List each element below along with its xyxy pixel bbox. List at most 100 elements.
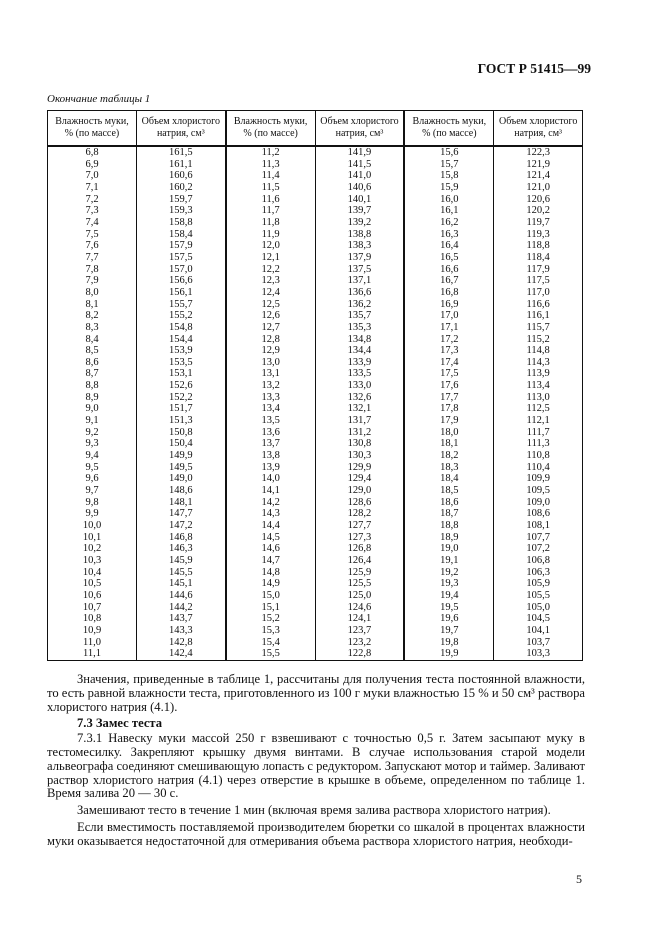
volume-cell: 161,5 — [135, 146, 227, 159]
volume-cell: 154,4 — [135, 333, 227, 346]
moisture-cell: 11,7 — [224, 205, 316, 217]
moisture-cell: 7,3 — [47, 205, 137, 217]
volume-cell: 105,5 — [493, 589, 583, 602]
table-row: 9,6 149,0 14,0 129,4 18,4 109,9 — [47, 473, 583, 486]
moisture-cell: 11,4 — [224, 170, 316, 182]
volume-cell: 125,9 — [314, 566, 405, 579]
moisture-cell: 16,4 — [403, 240, 495, 252]
moisture-cell: 17,5 — [403, 368, 495, 381]
volume-cell: 110,8 — [493, 450, 583, 462]
moisture-cell: 19,6 — [403, 613, 495, 625]
moisture-cell: 15,2 — [224, 613, 316, 625]
volume-cell: 148,1 — [135, 496, 227, 509]
volume-cell: 129,4 — [314, 473, 405, 486]
moisture-cell: 7,6 — [47, 240, 137, 252]
moisture-cell: 16,9 — [403, 298, 495, 311]
volume-cell: 153,1 — [135, 368, 227, 381]
volume-cell: 112,5 — [493, 403, 583, 416]
moisture-cell: 9,3 — [47, 438, 137, 451]
table-body: 6,8 161,5 11,2 141,9 15,6 122,3 6,9 161,1 11,3 14… — [47, 146, 583, 661]
table-row: 7,8 157,0 12,2 137,5 16,6 117,9 — [47, 263, 583, 276]
volume-cell: 158,8 — [135, 216, 227, 229]
volume-cell: 106,3 — [493, 566, 583, 579]
volume-cell: 132,1 — [314, 403, 405, 416]
moisture-cell: 10,0 — [47, 520, 137, 532]
volume-cell: 151,3 — [135, 415, 227, 427]
table-header-row: Влажность муки, % (по массе) Объем хлори… — [47, 110, 583, 147]
volume-cell: 152,6 — [135, 380, 227, 392]
document-code: ГОСТ Р 51415—99 — [477, 61, 591, 76]
volume-cell: 122,8 — [314, 648, 405, 661]
moisture-cell: 12,7 — [224, 321, 316, 334]
moisture-cell: 18,9 — [403, 531, 495, 544]
moisture-cell: 13,2 — [224, 380, 316, 392]
moisture-cell: 12,5 — [224, 298, 316, 311]
moisture-cell: 7,8 — [47, 263, 137, 276]
moisture-cell: 14,1 — [224, 485, 316, 497]
volume-cell: 105,9 — [493, 578, 583, 590]
moisture-cell: 7,9 — [47, 275, 137, 287]
moisture-cell: 13,0 — [224, 356, 316, 369]
volume-cell: 145,5 — [135, 566, 227, 579]
volume-cell: 150,4 — [135, 438, 227, 451]
volume-cell: 145,9 — [135, 554, 227, 567]
volume-cell: 109,0 — [493, 496, 583, 509]
moisture-cell: 15,1 — [224, 601, 316, 614]
moisture-cell: 8,3 — [47, 321, 137, 334]
volume-cell: 117,5 — [493, 275, 583, 287]
moisture-cell: 13,9 — [224, 461, 316, 474]
volume-cell: 140,6 — [314, 181, 405, 194]
moisture-cell: 8,7 — [47, 368, 137, 381]
table-row: 8,0 156,1 12,4 136,6 16,8 117,0 — [47, 286, 583, 299]
table-row: 10,0 147,2 14,4 127,7 18,8 108,1 — [47, 520, 583, 532]
table-row: 6,9 161,1 11,3 141,5 15,7 121,9 — [47, 158, 583, 171]
moisture-cell: 8,6 — [47, 356, 137, 369]
moisture-cell: 7,7 — [47, 251, 137, 264]
moisture-cell: 9,1 — [47, 415, 137, 427]
volume-cell: 154,8 — [135, 321, 227, 334]
moisture-cell: 11,0 — [47, 636, 137, 649]
volume-cell: 140,1 — [314, 193, 405, 206]
volume-cell: 104,1 — [493, 624, 583, 637]
moisture-cell: 18,0 — [403, 426, 495, 439]
volume-cell: 142,4 — [135, 648, 227, 661]
moisture-cell: 15,3 — [224, 624, 316, 637]
volume-cell: 126,8 — [314, 543, 405, 555]
table-row: 7,1 160,2 11,5 140,6 15,9 121,0 — [47, 181, 583, 194]
volume-cell: 158,4 — [135, 228, 227, 241]
volume-cell: 124,1 — [314, 613, 405, 625]
volume-cell: 136,2 — [314, 298, 405, 311]
moisture-cell: 10,1 — [47, 531, 137, 544]
table-row: 7,7 157,5 12,1 137,9 16,5 118,4 — [47, 251, 583, 264]
volume-cell: 117,9 — [493, 263, 583, 276]
moisture-cell: 11,6 — [224, 193, 316, 206]
moisture-cell: 17,4 — [403, 356, 495, 369]
moisture-cell: 16,6 — [403, 263, 495, 276]
moisture-cell: 14,7 — [224, 554, 316, 567]
header-volume: Объем хлористого натрия, см³ — [493, 110, 583, 147]
moisture-cell: 17,1 — [403, 321, 495, 334]
moisture-cell: 18,6 — [403, 496, 495, 509]
volume-cell: 136,6 — [314, 286, 405, 299]
volume-cell: 142,8 — [135, 636, 227, 649]
volume-cell: 157,5 — [135, 251, 227, 264]
volume-cell: 131,2 — [314, 426, 405, 439]
volume-cell: 116,6 — [493, 298, 583, 311]
volume-cell: 144,6 — [135, 589, 227, 602]
volume-cell: 137,5 — [314, 263, 405, 276]
moisture-cell: 9,0 — [47, 403, 137, 416]
moisture-cell: 14,4 — [224, 520, 316, 532]
moisture-cell: 18,4 — [403, 473, 495, 486]
moisture-cell: 6,8 — [47, 146, 137, 159]
table-row: 9,8 148,1 14,2 128,6 18,6 109,0 — [47, 496, 583, 509]
moisture-cell: 15,9 — [403, 181, 495, 194]
volume-cell: 121,4 — [493, 170, 583, 182]
moisture-cell: 8,5 — [47, 345, 137, 357]
moisture-cell: 10,4 — [47, 566, 137, 579]
moisture-volume-table: Влажность муки, % (по массе) Объем хлори… — [47, 110, 583, 661]
moisture-cell: 7,0 — [47, 170, 137, 182]
moisture-cell: 14,5 — [224, 531, 316, 544]
volume-cell: 119,3 — [493, 228, 583, 241]
table-row: 6,8 161,5 11,2 141,9 15,6 122,3 — [47, 146, 583, 159]
moisture-cell: 17,0 — [403, 310, 495, 322]
